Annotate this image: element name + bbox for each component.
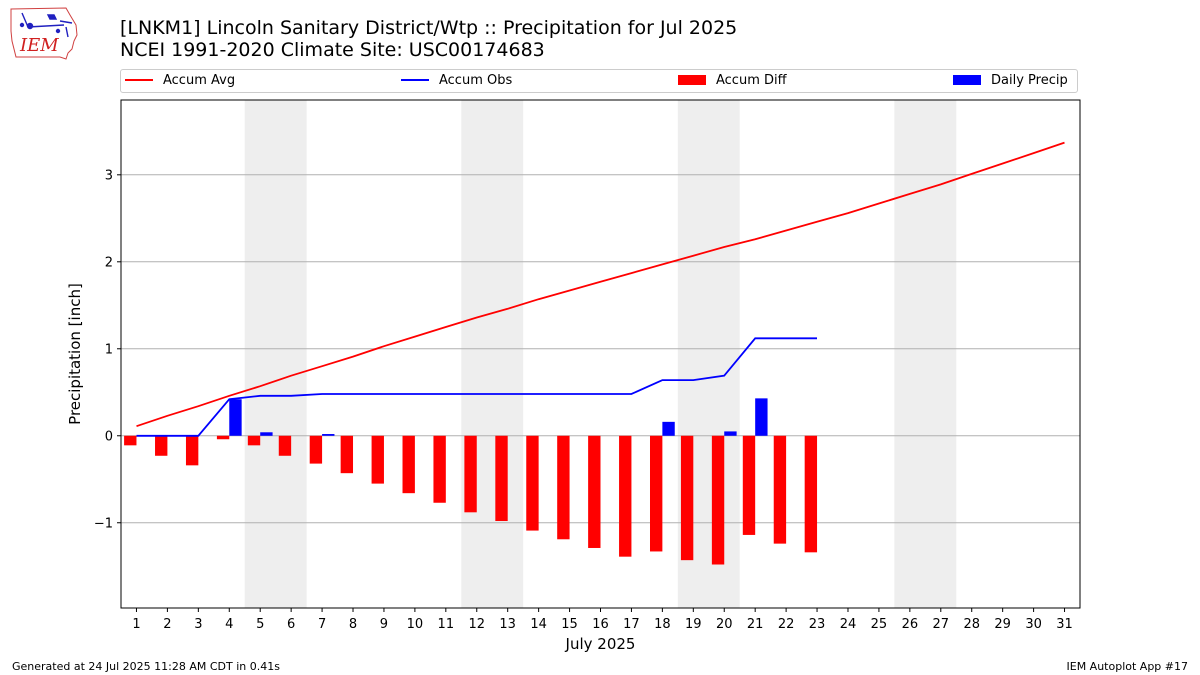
xtick-label-11: 11 xyxy=(438,617,455,632)
chart-title: [LNKM1] Lincoln Sanitary District/Wtp ::… xyxy=(120,17,738,39)
xtick-label-6: 6 xyxy=(287,617,295,632)
bar-accum-diff-day-8 xyxy=(340,435,354,474)
weather-station-icon xyxy=(19,12,73,38)
xtick-label-10: 10 xyxy=(407,617,424,632)
legend-label-accum-obs: Accum Obs xyxy=(439,73,513,88)
bar-accum-diff-day-21 xyxy=(742,435,756,535)
xtick-label-1: 1 xyxy=(132,617,140,632)
xtick-label-31: 31 xyxy=(1056,617,1073,632)
weekend-band-3 xyxy=(894,100,957,608)
legend-item-accum-diff: Accum Diff xyxy=(678,73,787,91)
ytick-label-0: 0 xyxy=(105,429,113,444)
y-axis-label: Precipitation [inch] xyxy=(66,283,84,425)
ytick-label-1: 1 xyxy=(105,342,113,357)
bar-daily-precip-day-7 xyxy=(322,434,335,436)
bar-accum-diff-day-6 xyxy=(278,435,292,456)
bar-accum-diff-day-7 xyxy=(309,435,323,464)
bar-accum-diff-day-22 xyxy=(773,435,787,544)
legend-swatch-accum-diff xyxy=(678,74,706,85)
xtick-label-26: 26 xyxy=(902,617,919,632)
xtick-label-17: 17 xyxy=(623,617,640,632)
bar-accum-diff-day-20 xyxy=(711,435,725,565)
xtick-label-12: 12 xyxy=(468,617,485,632)
bar-accum-diff-day-2 xyxy=(155,435,168,456)
xtick-label-4: 4 xyxy=(225,617,233,632)
bar-daily-precip-day-20 xyxy=(724,431,737,436)
xtick-label-7: 7 xyxy=(318,617,326,632)
bar-accum-diff-day-15 xyxy=(557,435,570,540)
bar-daily-precip-day-4 xyxy=(229,399,242,436)
ytick-label-3: 3 xyxy=(105,168,113,183)
bar-accum-diff-day-14 xyxy=(526,435,539,531)
xtick-label-24: 24 xyxy=(840,617,857,632)
legend-item-daily-precip: Daily Precip xyxy=(953,73,1068,91)
footer-app: IEM Autoplot App #17 xyxy=(1066,660,1189,673)
legend: Accum Avg Accum Obs Accum Diff Daily Pre… xyxy=(120,69,1078,93)
xtick-label-18: 18 xyxy=(654,617,671,632)
bar-accum-diff-day-11 xyxy=(433,435,446,503)
xtick-label-28: 28 xyxy=(963,617,980,632)
legend-swatch-daily-precip xyxy=(953,74,981,85)
ytick-label-2: 2 xyxy=(105,255,113,270)
legend-item-accum-avg: Accum Avg xyxy=(125,73,235,91)
xtick-label-30: 30 xyxy=(1025,617,1042,632)
logo-text: IEM xyxy=(19,35,59,56)
xtick-label-20: 20 xyxy=(716,617,733,632)
xtick-label-15: 15 xyxy=(561,617,578,632)
legend-label-accum-diff: Accum Diff xyxy=(716,73,787,88)
xtick-label-27: 27 xyxy=(933,617,950,632)
bar-daily-precip-day-18 xyxy=(662,421,675,436)
bar-accum-diff-day-19 xyxy=(680,435,694,561)
ytick-label--1: −1 xyxy=(94,516,113,531)
legend-swatch-accum-avg xyxy=(125,78,153,81)
xtick-label-14: 14 xyxy=(530,617,547,632)
bar-accum-diff-day-17 xyxy=(619,435,632,557)
xtick-label-3: 3 xyxy=(194,617,202,632)
legend-label-daily-precip: Daily Precip xyxy=(991,73,1068,88)
bar-accum-diff-day-1 xyxy=(124,435,137,446)
x-axis-label: July 2025 xyxy=(565,635,636,653)
xtick-label-2: 2 xyxy=(163,617,171,632)
bar-accum-diff-day-12 xyxy=(464,435,477,513)
iem-logo: IEM xyxy=(10,7,78,60)
xtick-label-25: 25 xyxy=(871,617,888,632)
xtick-label-23: 23 xyxy=(809,617,826,632)
bar-accum-diff-day-23 xyxy=(804,435,818,553)
xtick-label-19: 19 xyxy=(685,617,702,632)
xtick-label-9: 9 xyxy=(380,617,388,632)
xtick-label-5: 5 xyxy=(256,617,264,632)
xtick-label-29: 29 xyxy=(994,617,1011,632)
line-accum-avg xyxy=(136,141,1065,428)
bar-daily-precip-day-21 xyxy=(755,398,768,436)
bar-accum-diff-day-3 xyxy=(185,435,199,466)
weekend-band-0 xyxy=(244,100,307,608)
legend-swatch-accum-obs xyxy=(401,78,429,81)
footer-generated: Generated at 24 Jul 2025 11:28 AM CDT in… xyxy=(12,660,280,673)
xtick-label-16: 16 xyxy=(592,617,609,632)
bar-accum-diff-day-9 xyxy=(371,435,384,484)
bar-accum-diff-day-4 xyxy=(216,435,230,440)
line-accum-obs xyxy=(136,337,817,437)
bar-accum-diff-day-18 xyxy=(649,435,663,552)
bar-accum-diff-day-16 xyxy=(588,435,601,548)
xtick-label-8: 8 xyxy=(349,617,357,632)
bar-accum-diff-day-5 xyxy=(247,435,261,446)
bar-accum-diff-day-13 xyxy=(495,435,508,522)
xtick-label-22: 22 xyxy=(778,617,795,632)
legend-label-accum-avg: Accum Avg xyxy=(163,73,236,88)
legend-item-accum-obs: Accum Obs xyxy=(401,73,512,91)
xtick-label-13: 13 xyxy=(499,617,516,632)
xtick-label-21: 21 xyxy=(747,617,764,632)
bar-accum-diff-day-10 xyxy=(402,435,415,494)
bar-daily-precip-day-5 xyxy=(260,432,273,436)
chart-subtitle: NCEI 1991-2020 Climate Site: USC00174683 xyxy=(120,39,545,61)
weekend-band-1 xyxy=(461,100,524,608)
